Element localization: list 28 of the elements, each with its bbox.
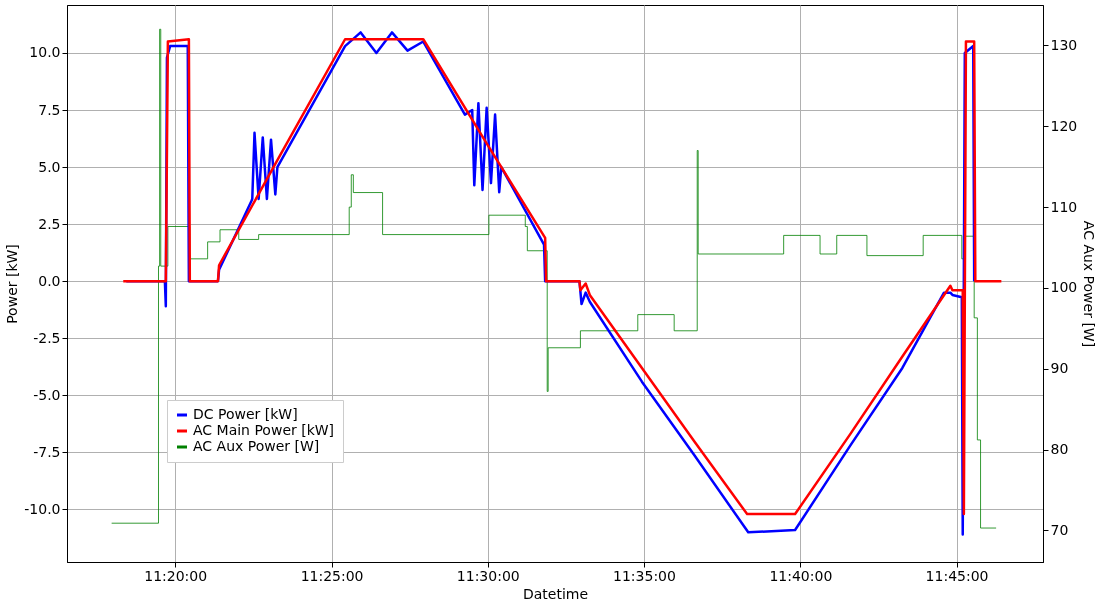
x-tick-label: 11:25:00: [300, 567, 364, 584]
y-tick-label: 2.5: [38, 215, 61, 232]
y2-tick-label: 110: [1050, 198, 1078, 215]
legend-label: AC Aux Power [W]: [193, 438, 320, 454]
y-tick-label: -10.0: [24, 501, 61, 517]
y-axis-title: Power [kW]: [4, 244, 21, 324]
y-tick-label: -2.5: [33, 329, 61, 346]
y2-tick-label: 70: [1050, 521, 1069, 538]
legend-label: AC Main Power [kW]: [193, 422, 335, 438]
y2-tick-label: 120: [1050, 117, 1078, 134]
x-tick-label: 11:35:00: [613, 567, 676, 584]
y2-tick-label: 130: [1050, 36, 1078, 53]
y-tick-label: 5.0: [38, 158, 61, 175]
x-tick-label: 11:30:00: [456, 567, 520, 584]
x-axis-title: Datetime: [522, 585, 589, 602]
y2-tick-label: 80: [1050, 441, 1069, 458]
y2-tick-label: 90: [1050, 360, 1069, 377]
y2-axis-title: AC Aux Power [W]: [1081, 220, 1098, 348]
legend-label: DC Power [kW]: [193, 406, 298, 422]
y-tick-label: 0.0: [38, 272, 61, 289]
y-tick-label: 10.0: [29, 44, 61, 61]
y-tick-label: 7.5: [38, 101, 61, 118]
y2-tick-label: 100: [1050, 279, 1078, 296]
y-tick-label: -5.0: [33, 386, 61, 403]
y-tick-label: -7.5: [33, 443, 61, 460]
x-tick-label: 11:45:00: [925, 567, 989, 584]
x-tick-label: 11:40:00: [769, 567, 833, 584]
x-tick-label: 11:20:00: [144, 567, 208, 584]
